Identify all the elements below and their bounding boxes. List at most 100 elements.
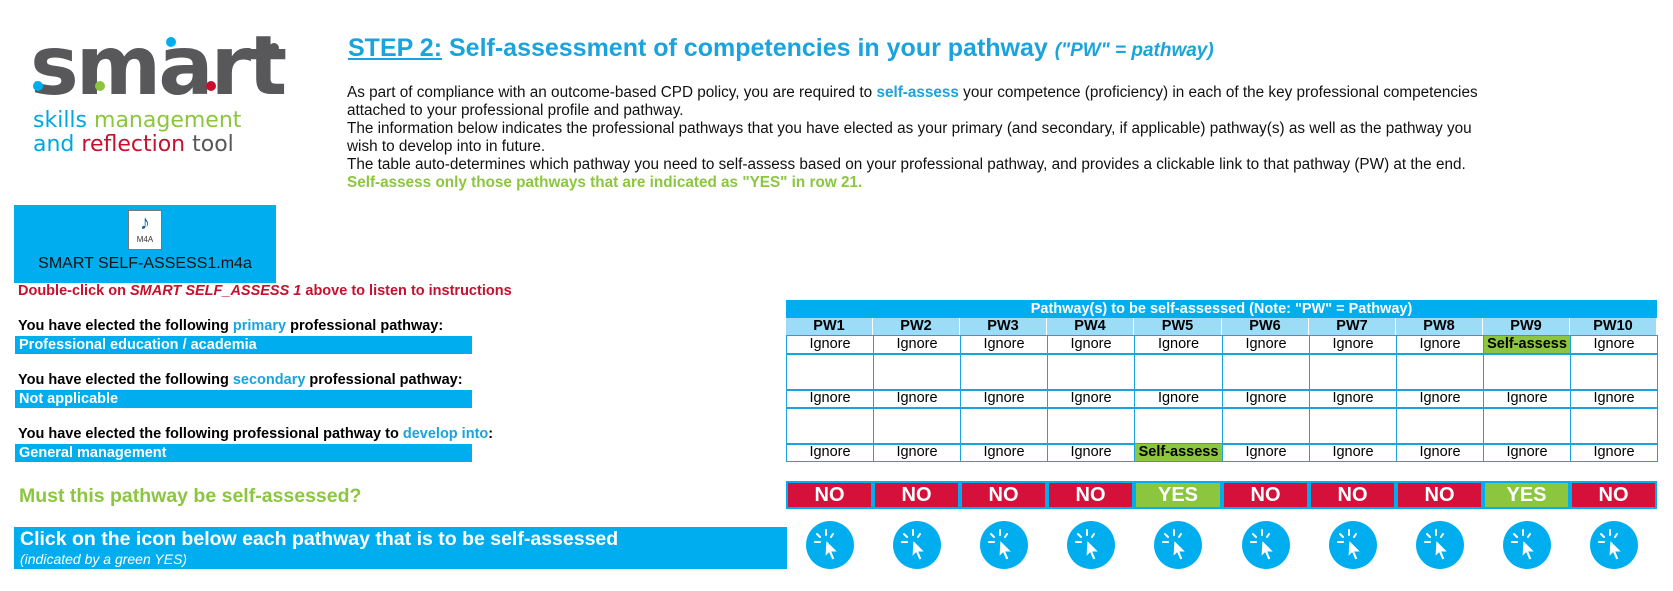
develop-row-cell: Self-assess	[1134, 443, 1223, 462]
primary-row-cell: Ignore	[1396, 335, 1484, 354]
blank-cell	[1047, 354, 1135, 391]
secondary-row-cell: Ignore	[786, 389, 874, 408]
primary-pathway-value: Professional education / academia	[15, 336, 472, 354]
click-instruction-banner: Click on the icon below each pathway tha…	[14, 527, 787, 569]
primary-row-cell: Self-assess	[1483, 335, 1571, 354]
column-header-pw8: PW8	[1396, 318, 1483, 335]
must-self-assess-label: Must this pathway be self-assessed?	[19, 485, 362, 507]
intro-paragraph-2: The information below indicates the prof…	[347, 120, 1472, 155]
smart-logo-wordmark: smart	[30, 28, 288, 114]
column-header-pw5: PW5	[1134, 318, 1222, 335]
secondary-pathway-label: You have elected the following secondary…	[18, 372, 463, 388]
primary-row-cell: Ignore	[1570, 335, 1658, 354]
cursor-click-icon[interactable]	[806, 521, 854, 569]
primary-row-cell: Ignore	[1222, 335, 1310, 354]
page-title: STEP 2: Self-assessment of competencies …	[348, 34, 1214, 62]
secondary-row-cell: Ignore	[1047, 389, 1135, 408]
develop-row-cell: Ignore	[1483, 443, 1571, 462]
column-header-pw7: PW7	[1309, 318, 1396, 335]
secondary-row-cell: Ignore	[960, 389, 1048, 408]
cursor-click-icon[interactable]	[1329, 521, 1377, 569]
secondary-row-cell: Ignore	[1222, 389, 1310, 408]
develop-row-cell: Ignore	[786, 443, 874, 462]
column-header-pw6: PW6	[1222, 318, 1309, 335]
blank-cell	[1396, 408, 1484, 445]
primary-row-cell: Ignore	[873, 335, 961, 354]
svg-text:smart: smart	[30, 28, 286, 114]
column-header-pw9: PW9	[1483, 318, 1570, 335]
verdict-pw3: NO	[960, 481, 1047, 509]
develop-row-cell: Ignore	[1047, 443, 1135, 462]
primary-row-cell: Ignore	[1134, 335, 1223, 354]
cursor-click-icon[interactable]	[1154, 521, 1202, 569]
verdict-pw6: NO	[1222, 481, 1309, 509]
listen-instructions: Double-click on SMART SELF_ASSESS 1 abov…	[18, 283, 512, 299]
develop-row-cell: Ignore	[1222, 443, 1310, 462]
blank-cell	[960, 408, 1048, 445]
verdict-pw4: NO	[1047, 481, 1134, 509]
cursor-click-icon[interactable]	[1590, 521, 1638, 569]
secondary-row-cell: Ignore	[1396, 389, 1484, 408]
blank-cell	[1483, 408, 1571, 445]
verdict-pw8: NO	[1396, 481, 1483, 509]
column-header-pw3: PW3	[960, 318, 1047, 335]
develop-row-cell: Ignore	[960, 443, 1048, 462]
audio-file-name: SMART SELF-ASSESS1.m4a	[38, 255, 252, 272]
verdict-pw2: NO	[873, 481, 960, 509]
secondary-row-cell: Ignore	[873, 389, 961, 408]
primary-pathway-label: You have elected the following primary p…	[18, 318, 444, 334]
develop-row-cell: Ignore	[1396, 443, 1484, 462]
secondary-pathway-value: Not applicable	[15, 390, 472, 408]
blank-cell	[1134, 408, 1223, 445]
blank-cell	[1309, 408, 1397, 445]
cursor-click-icon[interactable]	[1503, 521, 1551, 569]
develop-row-cell: Ignore	[1570, 443, 1658, 462]
primary-row-cell: Ignore	[1047, 335, 1135, 354]
verdict-pw7: NO	[1309, 481, 1396, 509]
blank-cell	[1570, 354, 1658, 391]
cursor-click-icon[interactable]	[893, 521, 941, 569]
blank-cell	[873, 408, 961, 445]
audio-file-icon[interactable]: ♪ M4A	[128, 210, 162, 250]
secondary-row-cell: Ignore	[1570, 389, 1658, 408]
primary-row-cell: Ignore	[786, 335, 874, 354]
intro-text: As part of compliance with an outcome-ba…	[347, 84, 1487, 192]
blank-cell	[1570, 408, 1658, 445]
blank-cell	[1222, 354, 1310, 391]
secondary-row-cell: Ignore	[1309, 389, 1397, 408]
blank-cell	[786, 354, 874, 391]
verdict-pw9: YES	[1483, 481, 1570, 509]
primary-row-cell: Ignore	[960, 335, 1048, 354]
cursor-click-icon[interactable]	[1242, 521, 1290, 569]
logo-tagline-1: skills management	[33, 108, 242, 133]
intro-paragraph-1: As part of compliance with an outcome-ba…	[347, 84, 1478, 119]
cursor-click-icon[interactable]	[1416, 521, 1464, 569]
audio-attachment[interactable]: ♪ M4A SMART SELF-ASSESS1.m4a	[14, 205, 276, 283]
logo-tagline-2: and reflection tool	[33, 132, 234, 157]
blank-cell	[1309, 354, 1397, 391]
pathway-table-title: Pathway(s) to be self-assessed (Note: "P…	[786, 300, 1657, 318]
blank-cell	[1483, 354, 1571, 391]
develop-pathway-value: General management	[15, 444, 472, 462]
develop-row-cell: Ignore	[873, 443, 961, 462]
smart-logo: smart skills management and reflection t…	[28, 28, 288, 158]
develop-pathway-label: You have elected the following professio…	[18, 426, 494, 442]
blank-cell	[1396, 354, 1484, 391]
verdict-pw1: NO	[786, 481, 873, 509]
secondary-row-cell: Ignore	[1483, 389, 1571, 408]
cursor-click-icon[interactable]	[1067, 521, 1115, 569]
intro-paragraph-3: The table auto-determines which pathway …	[347, 156, 1466, 191]
blank-cell	[1047, 408, 1135, 445]
click-instruction-subtitle: (indicated by a green YES)	[20, 551, 188, 567]
click-instruction-title: Click on the icon below each pathway tha…	[20, 528, 619, 550]
column-header-pw4: PW4	[1047, 318, 1134, 335]
column-header-pw1: PW1	[786, 318, 873, 335]
blank-cell	[1134, 354, 1223, 391]
secondary-row-cell: Ignore	[1134, 389, 1223, 408]
column-header-pw10: PW10	[1570, 318, 1657, 335]
blank-cell	[873, 354, 961, 391]
blank-cell	[960, 354, 1048, 391]
verdict-pw5: YES	[1134, 481, 1222, 509]
cursor-click-icon[interactable]	[980, 521, 1028, 569]
primary-row-cell: Ignore	[1309, 335, 1397, 354]
